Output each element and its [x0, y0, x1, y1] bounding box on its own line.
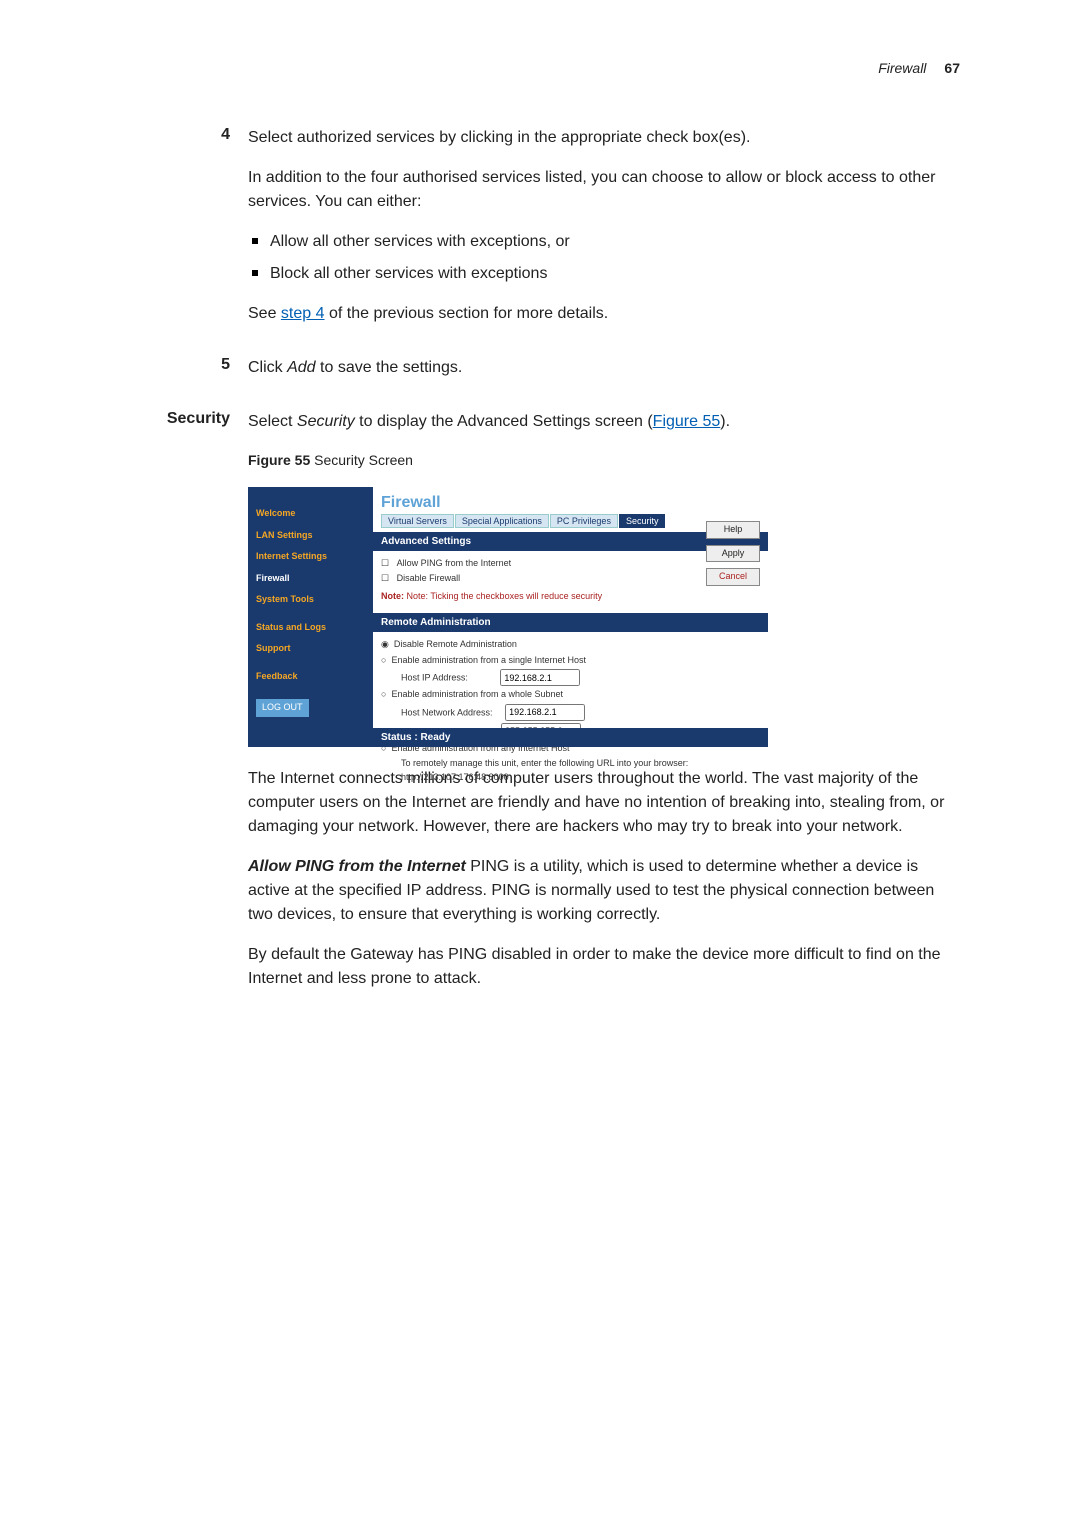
- step-number-5: 5: [120, 356, 248, 396]
- screenshot-security-screen: Welcome LAN Settings Internet Settings F…: [248, 487, 768, 747]
- link-figure-55[interactable]: Figure 55: [653, 413, 721, 430]
- screenshot-buttons: HelpApplyCancel: [706, 521, 760, 586]
- step4-desc: In addition to the four authorised servi…: [248, 166, 960, 214]
- ping-default-paragraph: By default the Gateway has PING disabled…: [248, 943, 960, 991]
- step-number-4: 4: [120, 126, 248, 342]
- screenshot-logout-button: LOG OUT: [256, 699, 309, 717]
- screenshot-sidebar: Welcome LAN Settings Internet Settings F…: [248, 487, 373, 747]
- step4-see: See step 4 of the previous section for m…: [248, 302, 960, 326]
- step5-text: Click Add to save the settings.: [248, 356, 960, 380]
- screenshot-title: Firewall: [373, 487, 768, 515]
- security-intro: Select Security to display the Advanced …: [248, 410, 960, 434]
- link-step-4[interactable]: step 4: [281, 305, 325, 322]
- page-header: Firewall67: [120, 60, 960, 76]
- step4-intro: Select authorized services by clicking i…: [248, 126, 960, 150]
- bullet-block-exceptions: Block all other services with exceptions: [248, 262, 960, 286]
- section-heading-security: Security: [120, 410, 248, 1007]
- bullet-allow-exceptions: Allow all other services with exceptions…: [248, 230, 960, 254]
- allow-ping-paragraph: Allow PING from the Internet PING is a u…: [248, 855, 960, 927]
- figure-caption: Figure 55 Security Screen: [248, 450, 960, 471]
